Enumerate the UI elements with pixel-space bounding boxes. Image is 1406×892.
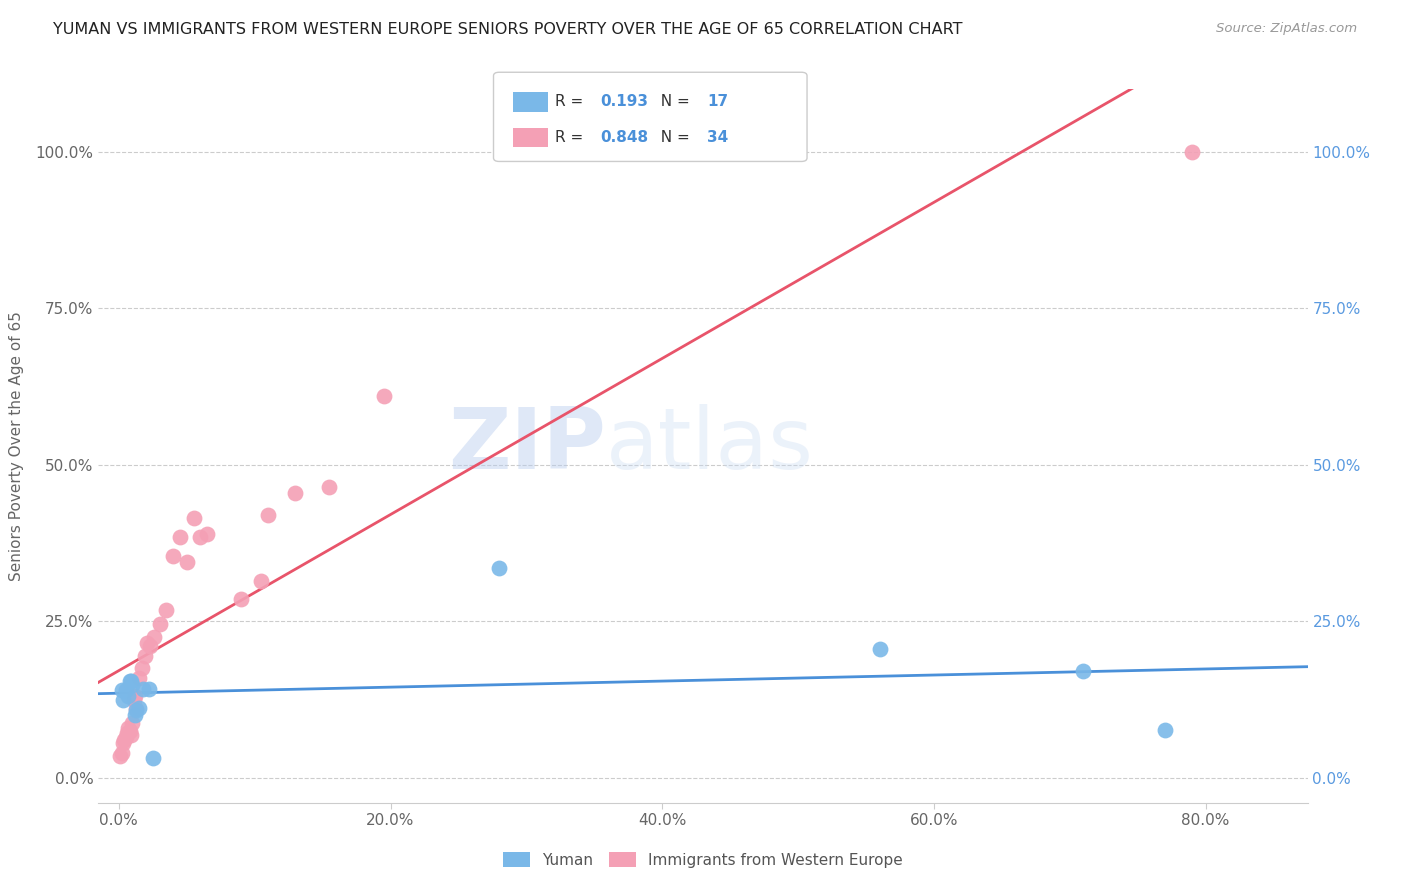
Point [114, 683, 136, 698]
Point [373, 389, 395, 403]
Point [1181, 145, 1204, 159]
Text: R =: R = [555, 95, 589, 109]
Point [176, 555, 198, 569]
Point [188, 530, 211, 544]
Point [148, 617, 170, 632]
Point [162, 549, 184, 563]
Text: 0.848: 0.848 [600, 130, 648, 145]
Point [134, 648, 156, 663]
Text: R =: R = [555, 130, 589, 145]
Point [117, 690, 139, 704]
Point [136, 636, 159, 650]
Point [1073, 665, 1095, 679]
Legend: Yuman, Immigrants from Western Europe: Yuman, Immigrants from Western Europe [496, 846, 910, 873]
Point [229, 592, 252, 607]
Point [111, 692, 134, 706]
Text: Source: ZipAtlas.com: Source: ZipAtlas.com [1216, 22, 1357, 36]
Point [120, 728, 142, 742]
Point [125, 702, 148, 716]
Point [142, 750, 165, 764]
Point [250, 574, 273, 588]
Point [132, 681, 155, 696]
Text: N =: N = [651, 95, 695, 109]
Y-axis label: Seniors Poverty Over the Age of 65: Seniors Poverty Over the Age of 65 [10, 311, 24, 581]
Point [1154, 723, 1177, 737]
Text: 17: 17 [707, 95, 728, 109]
Point [118, 673, 141, 688]
Point [138, 681, 160, 696]
Point [115, 725, 138, 739]
Point [284, 486, 307, 500]
Point [139, 640, 162, 654]
Point [110, 746, 132, 760]
Point [125, 703, 148, 717]
Text: N =: N = [651, 130, 695, 145]
Point [121, 678, 143, 692]
Point [120, 673, 142, 688]
Point [143, 630, 166, 644]
Text: atlas: atlas [606, 404, 814, 488]
Point [183, 511, 205, 525]
Point [121, 715, 143, 730]
Text: ZIP: ZIP [449, 404, 606, 488]
Text: 34: 34 [707, 130, 728, 145]
Text: YUMAN VS IMMIGRANTS FROM WESTERN EUROPE SENIORS POVERTY OVER THE AGE OF 65 CORRE: YUMAN VS IMMIGRANTS FROM WESTERN EUROPE … [53, 22, 963, 37]
Point [108, 748, 131, 763]
Point [122, 692, 145, 706]
Point [117, 721, 139, 735]
Point [131, 661, 153, 675]
Text: 0.193: 0.193 [600, 95, 648, 109]
Point [124, 708, 146, 723]
Point [869, 642, 891, 657]
Point [195, 526, 218, 541]
Point [114, 730, 136, 744]
Point [110, 683, 132, 698]
Point [128, 671, 150, 685]
Point [488, 561, 510, 575]
Point [257, 508, 280, 522]
Point [124, 690, 146, 704]
Point [112, 733, 135, 747]
Point [118, 723, 141, 738]
Point [318, 480, 340, 494]
Point [169, 530, 191, 544]
Point [111, 736, 134, 750]
Point [155, 603, 177, 617]
Point [128, 700, 150, 714]
